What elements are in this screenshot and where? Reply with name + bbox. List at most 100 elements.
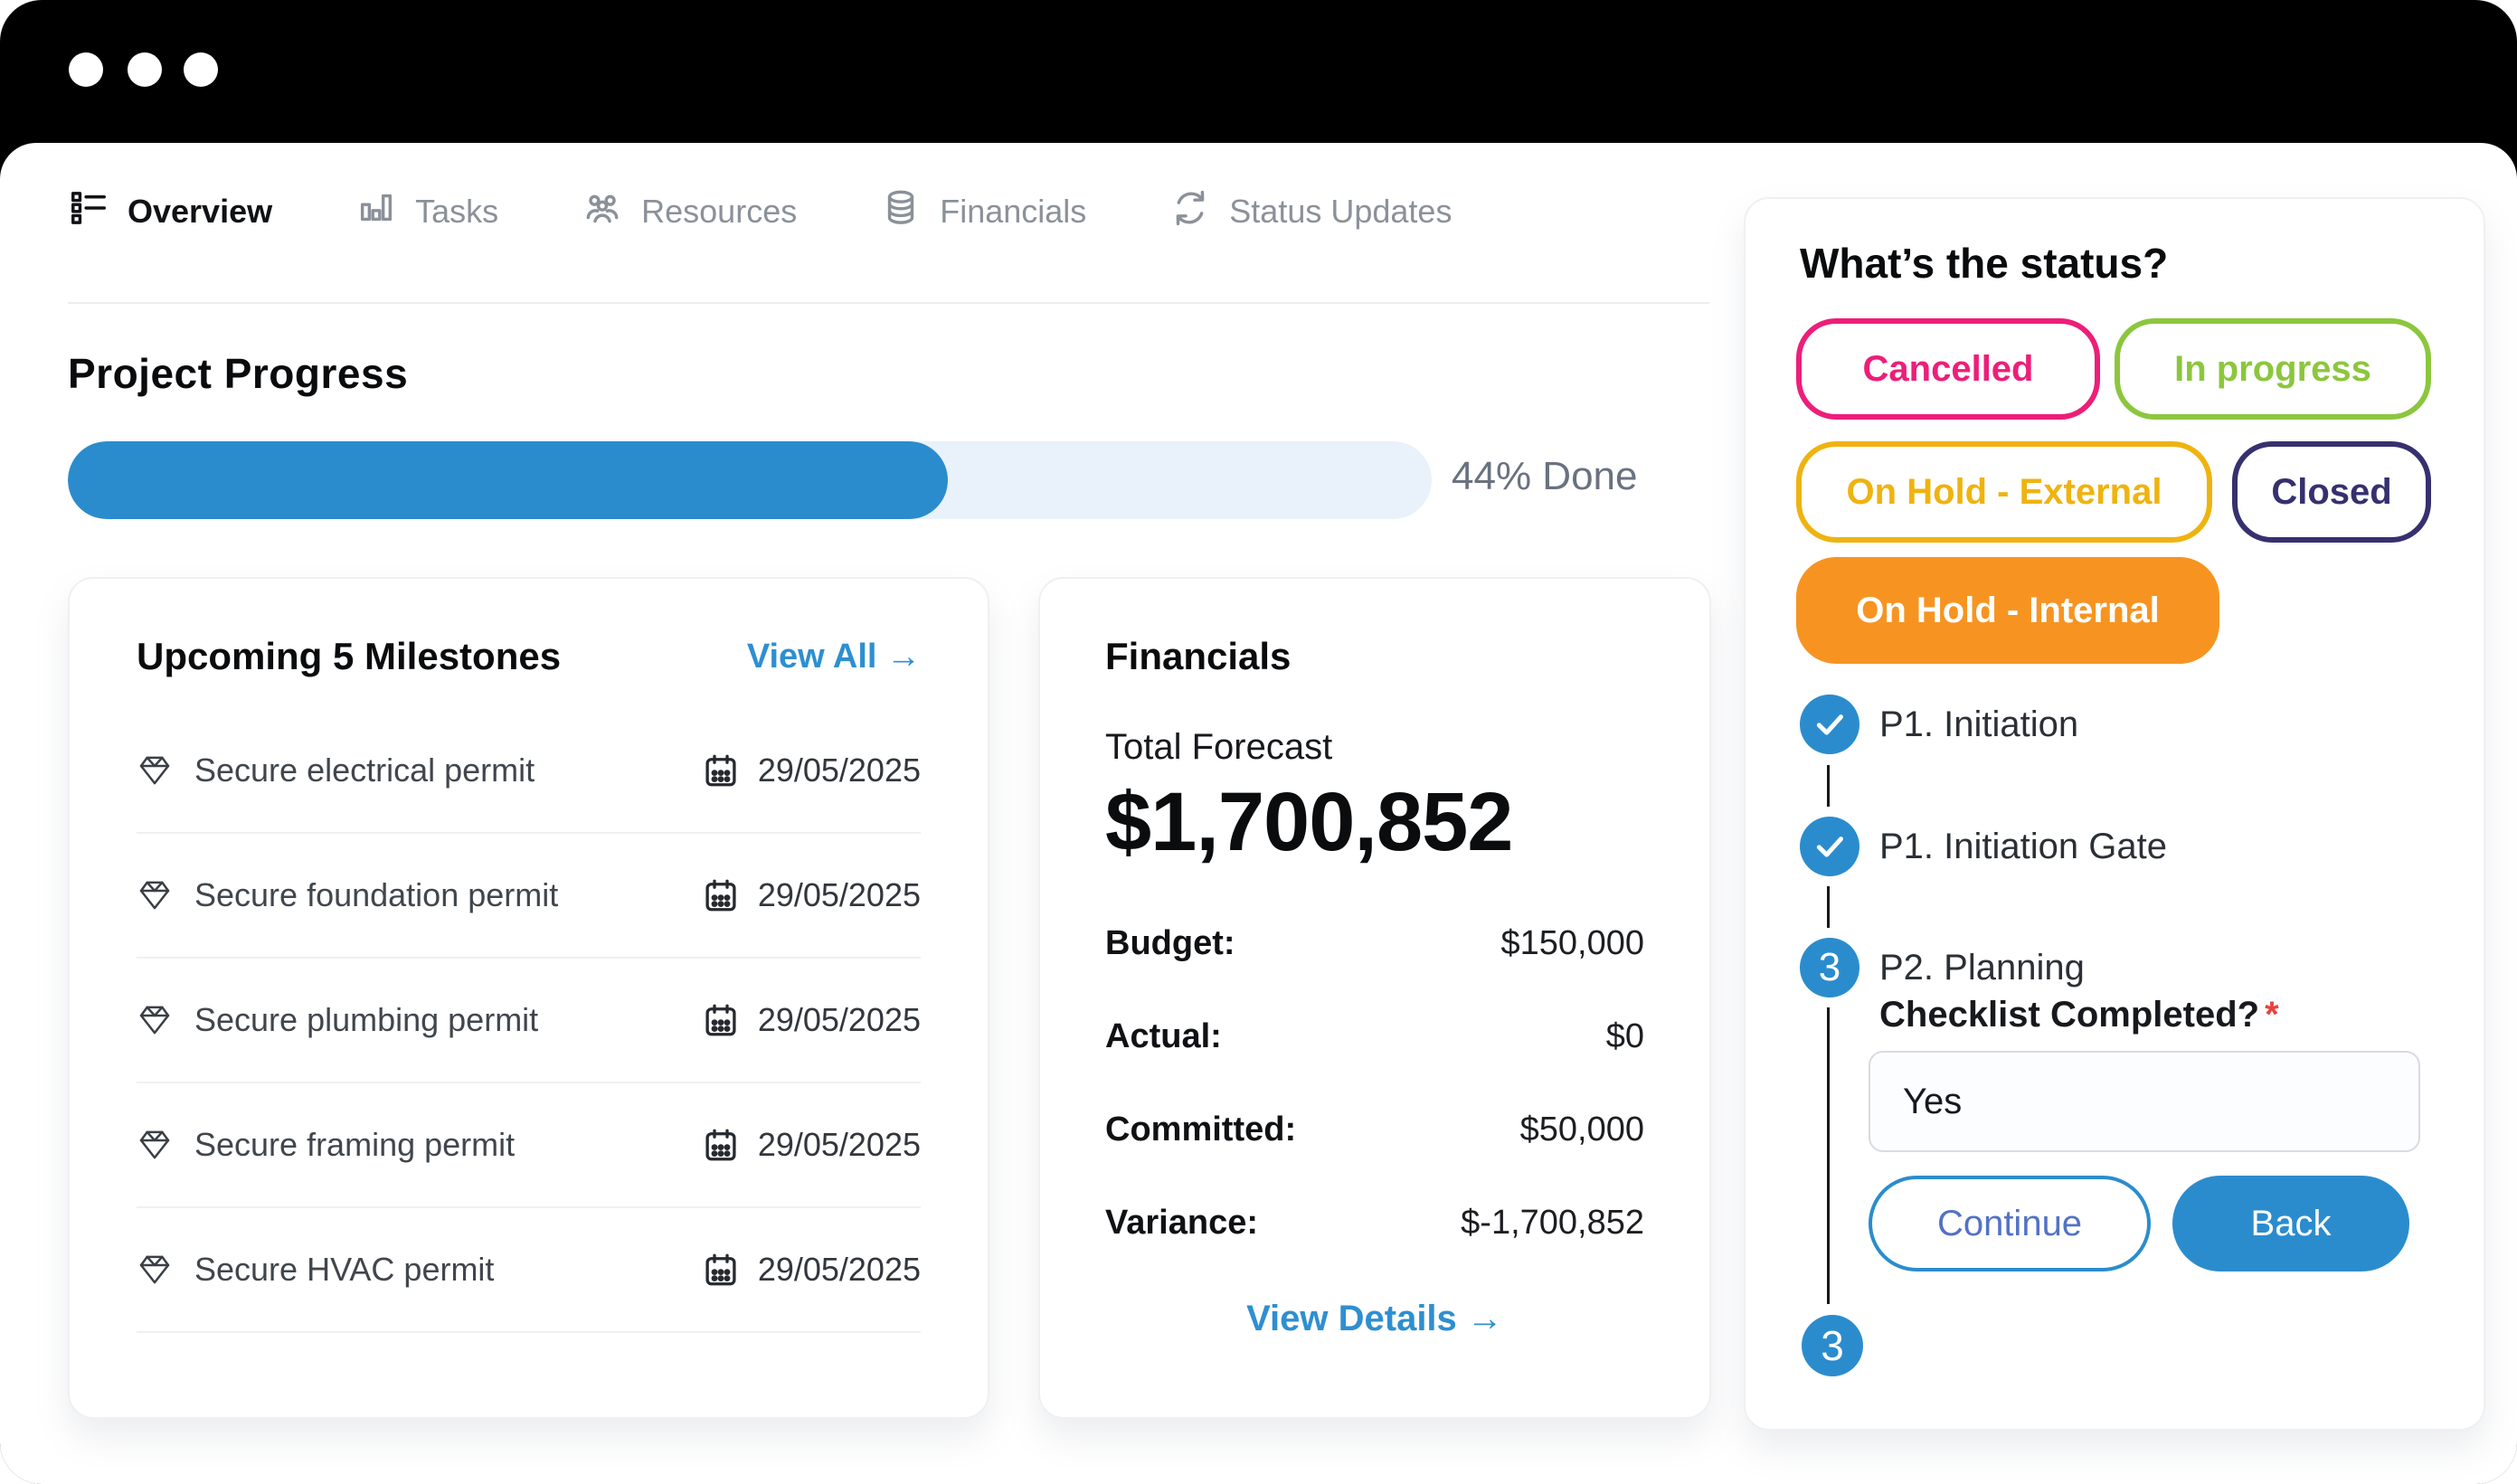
people-icon bbox=[582, 187, 623, 237]
step-label-initiation-gate: P1. Initiation Gate bbox=[1879, 827, 2167, 866]
financial-label: Budget: bbox=[1105, 924, 1235, 962]
diamond-icon bbox=[139, 1130, 170, 1159]
coins-icon bbox=[880, 187, 922, 237]
tab-overview[interactable]: Overview bbox=[68, 187, 272, 237]
checklist-answer-input[interactable] bbox=[1869, 1051, 2420, 1152]
total-forecast-value: $1,700,852 bbox=[1105, 776, 1513, 868]
financial-label: Committed: bbox=[1105, 1111, 1297, 1148]
milestone-date: 29/05/2025 bbox=[757, 876, 921, 913]
nav-divider bbox=[68, 302, 1709, 304]
milestone-name: Secure plumbing permit bbox=[194, 1001, 539, 1038]
status-pill-in-progress[interactable]: In progress bbox=[2115, 318, 2431, 420]
window-control-dot[interactable] bbox=[69, 52, 103, 87]
step-done-icon bbox=[1800, 817, 1859, 876]
financials-card: Financials Total Forecast $1,700,852 Bud… bbox=[1038, 577, 1711, 1419]
main-nav: Overview Tasks Resources bbox=[68, 170, 1452, 253]
timeline-connector bbox=[1827, 765, 1830, 807]
tab-label: Overview bbox=[128, 193, 273, 230]
bar-chart-icon bbox=[355, 187, 397, 237]
milestone-date: 29/05/2025 bbox=[757, 1251, 921, 1288]
tab-financials[interactable]: Financials bbox=[880, 187, 1086, 237]
view-details-link[interactable]: View Details → bbox=[1246, 1299, 1503, 1338]
financial-label: Actual: bbox=[1105, 1017, 1222, 1055]
status-pill-on-hold-internal[interactable]: On Hold - Internal bbox=[1796, 557, 2219, 664]
tab-label: Resources bbox=[641, 193, 798, 230]
status-panel: What’s the status? Cancelled In progress… bbox=[1744, 197, 2485, 1431]
financial-value: $50,000 bbox=[1519, 1111, 1644, 1148]
milestone-date-group: 29/05/2025 bbox=[702, 1251, 921, 1289]
tab-tasks[interactable]: Tasks bbox=[355, 187, 498, 237]
question-text: Checklist Completed? bbox=[1879, 995, 2260, 1035]
milestone-date-group: 29/05/2025 bbox=[702, 1001, 921, 1039]
window-control-dot[interactable] bbox=[184, 52, 218, 87]
financial-value: $150,000 bbox=[1500, 924, 1645, 962]
page-content: Overview Tasks Resources bbox=[0, 143, 2517, 1484]
total-forecast-label: Total Forecast bbox=[1105, 727, 1333, 767]
check-icon bbox=[1816, 837, 1843, 857]
financial-row: Variance: $-1,700,852 bbox=[1105, 1204, 1644, 1243]
tab-label: Tasks bbox=[415, 193, 499, 230]
diamond-icon bbox=[139, 756, 170, 785]
check-icon bbox=[1816, 714, 1843, 735]
step-label-planning: P2. Planning bbox=[1879, 948, 2085, 988]
milestone-row: Secure HVAC permit 29/05/2025 bbox=[137, 1208, 921, 1333]
timeline-connector bbox=[1827, 886, 1830, 928]
calendar-icon bbox=[705, 1129, 736, 1161]
view-all-link[interactable]: View All → bbox=[746, 637, 921, 676]
diamond-icon bbox=[139, 881, 170, 910]
milestone-name: Secure framing permit bbox=[194, 1126, 516, 1163]
milestone-date-group: 29/05/2025 bbox=[702, 876, 921, 914]
milestone-date: 29/05/2025 bbox=[757, 1126, 921, 1163]
calendar-icon bbox=[705, 879, 736, 912]
window-titlebar bbox=[0, 0, 2517, 143]
step-done-icon bbox=[1800, 695, 1859, 754]
milestone-name: Secure foundation permit bbox=[194, 876, 559, 913]
milestones-list: Secure electrical permit 29/05/2025 Secu… bbox=[137, 709, 921, 1333]
status-pill-cancelled[interactable]: Cancelled bbox=[1796, 318, 2100, 420]
tab-resources[interactable]: Resources bbox=[582, 187, 797, 237]
status-pill-on-hold-external[interactable]: On Hold - External bbox=[1796, 441, 2212, 543]
milestone-date-group: 29/05/2025 bbox=[702, 751, 921, 789]
checklist-question-label: Checklist Completed? * bbox=[1879, 995, 2279, 1035]
milestone-name: Secure electrical permit bbox=[194, 751, 535, 789]
milestones-card: Upcoming 5 Milestones View All → Secure … bbox=[68, 577, 989, 1419]
progress-fill bbox=[68, 441, 948, 519]
diamond-icon bbox=[139, 1006, 170, 1035]
page-title: Project Progress bbox=[68, 350, 409, 397]
calendar-icon bbox=[705, 1004, 736, 1036]
financial-value: $-1,700,852 bbox=[1461, 1204, 1644, 1242]
step-number-badge: 3 bbox=[1800, 938, 1859, 997]
financial-label: Variance: bbox=[1105, 1204, 1258, 1242]
calendar-icon bbox=[705, 754, 736, 787]
sync-icon bbox=[1169, 187, 1211, 237]
required-asterisk: * bbox=[2265, 995, 2279, 1035]
tab-status-updates[interactable]: Status Updates bbox=[1169, 187, 1452, 237]
financial-row: Budget: $150,000 bbox=[1105, 924, 1644, 963]
continue-button[interactable]: Continue bbox=[1869, 1176, 2151, 1271]
step-label-initiation: P1. Initiation bbox=[1879, 704, 2079, 744]
back-button[interactable]: Back bbox=[2172, 1176, 2409, 1271]
milestone-date-group: 29/05/2025 bbox=[702, 1126, 921, 1164]
financial-row: Committed: $50,000 bbox=[1105, 1111, 1644, 1149]
milestone-row: Secure electrical permit 29/05/2025 bbox=[137, 709, 921, 834]
status-panel-title: What’s the status? bbox=[1800, 240, 2169, 287]
diamond-icon bbox=[139, 1255, 170, 1284]
financial-row: Actual: $0 bbox=[1105, 1017, 1644, 1056]
timeline-connector bbox=[1827, 1007, 1830, 1304]
progress-bar bbox=[68, 441, 1432, 519]
financials-title: Financials bbox=[1105, 635, 1292, 677]
tab-label: Status Updates bbox=[1229, 193, 1452, 230]
tab-label: Financials bbox=[940, 193, 1087, 230]
milestone-row: Secure framing permit 29/05/2025 bbox=[137, 1083, 921, 1208]
step-number-badge-bottom: 3 bbox=[1802, 1315, 1863, 1376]
financial-value: $0 bbox=[1605, 1017, 1644, 1055]
milestone-row: Secure foundation permit 29/05/2025 bbox=[137, 834, 921, 959]
milestone-row: Secure plumbing permit 29/05/2025 bbox=[137, 959, 921, 1083]
milestone-date: 29/05/2025 bbox=[757, 1001, 921, 1038]
window-control-dot[interactable] bbox=[128, 52, 162, 87]
status-pill-closed[interactable]: Closed bbox=[2232, 441, 2431, 543]
progress-percent-label: 44% Done bbox=[1452, 454, 1638, 498]
milestone-name: Secure HVAC permit bbox=[194, 1251, 495, 1288]
overview-list-icon bbox=[68, 187, 109, 237]
